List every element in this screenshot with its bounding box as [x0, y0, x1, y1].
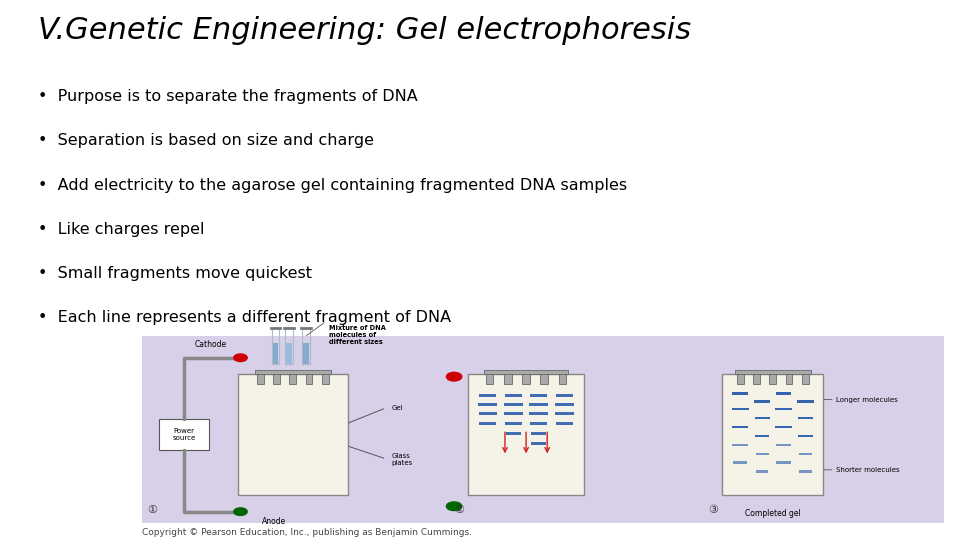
Bar [732, 392, 748, 395]
Text: Power
source: Power source [173, 428, 196, 441]
Bar [777, 462, 791, 464]
Text: •  Separation is based on size and charge: • Separation is based on size and charge [38, 133, 374, 148]
Text: Gel: Gel [392, 404, 403, 411]
Bar [290, 374, 296, 383]
Bar [530, 394, 547, 397]
Circle shape [446, 502, 462, 511]
Bar [723, 374, 824, 496]
Bar [484, 370, 568, 374]
Bar [505, 411, 523, 415]
Bar [556, 411, 574, 415]
Text: Shorter molecules: Shorter molecules [835, 467, 900, 473]
Circle shape [234, 508, 248, 515]
Bar [142, 336, 944, 523]
Circle shape [234, 354, 248, 362]
Bar [322, 374, 328, 383]
Bar [800, 470, 812, 473]
Text: •  Like charges repel: • Like charges repel [38, 222, 204, 237]
Bar [776, 443, 791, 446]
Bar [803, 374, 809, 383]
Bar [254, 370, 330, 374]
Bar [529, 403, 548, 406]
Circle shape [446, 373, 462, 381]
Bar [735, 370, 810, 374]
Bar [468, 374, 584, 496]
Bar [786, 374, 793, 383]
Bar [530, 422, 547, 425]
Text: •  Each line represents a different fragment of DNA: • Each line represents a different fragm… [38, 310, 451, 326]
Bar [505, 394, 522, 397]
Bar [504, 374, 512, 383]
Text: ③: ③ [708, 504, 718, 515]
Bar [506, 432, 521, 435]
Bar [798, 417, 813, 420]
Bar [479, 422, 496, 425]
Text: •  Add electricity to the agarose gel containing fragmented DNA samples: • Add electricity to the agarose gel con… [38, 178, 628, 193]
Bar [256, 374, 263, 383]
Bar [798, 400, 814, 403]
Bar [770, 374, 777, 383]
Bar [479, 394, 496, 397]
Bar [775, 408, 792, 410]
Bar [478, 411, 497, 415]
Text: Copyright © Pearson Education, Inc., publishing as Benjamin Cummings.: Copyright © Pearson Education, Inc., pub… [142, 528, 472, 537]
Bar [532, 442, 546, 445]
Bar [556, 394, 573, 397]
Bar [159, 418, 209, 450]
Text: ①: ① [147, 504, 156, 515]
Bar [756, 435, 770, 437]
Text: V.Genetic Engineering: Gel electrophoresis: V.Genetic Engineering: Gel electrophores… [38, 16, 691, 45]
Bar [522, 374, 530, 383]
Text: ②: ② [454, 504, 464, 515]
Text: Longer molecules: Longer molecules [835, 396, 898, 403]
Bar [286, 342, 292, 364]
Bar [732, 443, 748, 446]
Text: Mixture of DNA
molecules of
different sizes: Mixture of DNA molecules of different si… [329, 325, 386, 346]
Bar [737, 374, 744, 383]
Bar [303, 342, 309, 364]
Bar [556, 422, 573, 425]
Bar [559, 374, 566, 383]
Bar [799, 435, 813, 437]
Bar [540, 374, 548, 383]
Bar [273, 342, 278, 364]
Bar [530, 411, 547, 415]
Bar [555, 403, 574, 406]
Bar [733, 462, 747, 464]
Bar [776, 392, 791, 395]
Bar [486, 374, 493, 383]
Text: Glass
plates: Glass plates [392, 453, 413, 465]
Text: Anode: Anode [261, 517, 286, 526]
Bar [531, 432, 546, 435]
Bar [732, 426, 749, 428]
Bar [755, 400, 771, 403]
Text: •  Small fragments move quickest: • Small fragments move quickest [38, 266, 312, 281]
Text: Cathode: Cathode [194, 340, 227, 349]
Bar [238, 374, 348, 496]
Bar [754, 374, 760, 383]
Bar [756, 470, 769, 473]
Bar [273, 374, 280, 383]
Bar [305, 374, 312, 383]
Bar [776, 426, 792, 428]
Bar [504, 403, 523, 406]
Bar [732, 408, 749, 410]
Text: Completed gel: Completed gel [745, 509, 801, 518]
Bar [755, 417, 770, 420]
Text: •  Purpose is to separate the fragments of DNA: • Purpose is to separate the fragments o… [38, 89, 419, 104]
Bar [799, 453, 812, 455]
Bar [478, 403, 497, 406]
Bar [756, 453, 769, 455]
Bar [505, 422, 522, 425]
